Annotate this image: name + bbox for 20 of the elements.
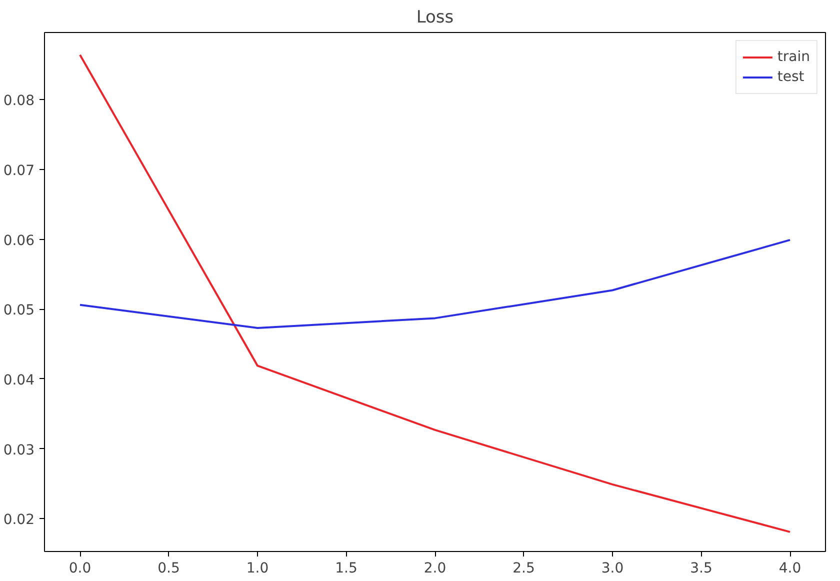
y-tick-label: 0.07 <box>3 162 34 179</box>
legend-label: test <box>777 69 804 85</box>
x-tick-label: 1.0 <box>246 560 269 576</box>
y-tick-label: 0.03 <box>3 442 34 458</box>
x-tick-label: 3.5 <box>690 560 712 576</box>
x-tick-label: 1.5 <box>335 560 358 576</box>
x-tick-label: 2.5 <box>512 560 535 576</box>
y-tick-label: 0.04 <box>3 372 35 388</box>
x-tick-label: 3.0 <box>601 560 624 576</box>
y-tick-label: 0.02 <box>3 512 34 528</box>
chart-title: Loss <box>416 8 454 28</box>
line-series <box>79 238 791 329</box>
x-tick-label: 0.5 <box>158 560 180 576</box>
x-tick-label: 0.0 <box>68 560 92 576</box>
y-tick-label: 0.06 <box>3 232 35 249</box>
x-tick-label: 4.0 <box>778 560 802 576</box>
y-tick-label: 0.08 <box>3 93 34 110</box>
legend-label: train <box>777 49 810 65</box>
x-tick-label: 2.0 <box>424 560 446 576</box>
y-tick-label: 0.05 <box>3 302 34 319</box>
